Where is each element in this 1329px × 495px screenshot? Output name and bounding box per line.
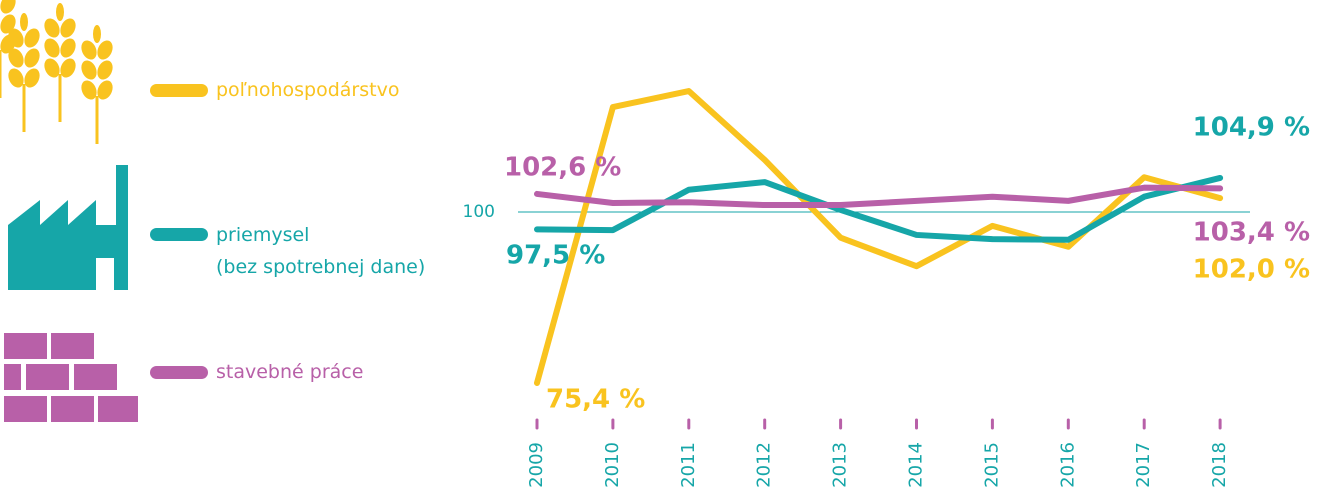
value-label: 103,4 % — [1193, 218, 1310, 248]
bricks-icon — [4, 333, 138, 422]
x-tick-label: 2015 — [981, 442, 1002, 488]
x-tick-label: 2012 — [754, 442, 775, 488]
value-label: 104,9 % — [1193, 113, 1310, 143]
x-tick-label: 2013 — [830, 442, 851, 488]
legend-label: poľnohospodárstvo — [216, 79, 400, 101]
x-tick-label: 2018 — [1209, 442, 1230, 488]
series-line — [534, 174, 1224, 243]
x-tick-label: 2017 — [1133, 442, 1154, 488]
series-line — [534, 184, 1224, 209]
x-tick-label: 2009 — [526, 442, 547, 488]
x-tick-label: 2011 — [678, 442, 699, 488]
legend-swatch — [150, 83, 208, 97]
legend-item: stavebné práce — [150, 356, 363, 388]
x-tick-label: 2014 — [906, 442, 927, 488]
value-label: 97,5 % — [506, 241, 605, 271]
x-tick-label: 2010 — [602, 442, 623, 488]
factory-icon — [8, 165, 128, 290]
x-tick-label: 2016 — [1057, 442, 1078, 488]
legend-swatch — [150, 365, 208, 379]
legend-item: poľnohospodárstvo — [150, 74, 399, 106]
value-label: 102,6 % — [504, 153, 621, 183]
legend-label: priemysel (bez spotrebnej dane) — [216, 224, 426, 278]
legend-swatch — [150, 228, 208, 241]
wheat-icon — [0, 0, 116, 144]
y-tick-label: 100 — [463, 202, 495, 222]
value-label: 75,4 % — [546, 385, 645, 415]
value-label: 102,0 % — [1193, 255, 1310, 285]
legend-label: stavebné práce — [216, 361, 364, 383]
series-line — [534, 88, 1224, 386]
legend-item: priemysel (bez spotrebnej dane) — [150, 219, 425, 283]
